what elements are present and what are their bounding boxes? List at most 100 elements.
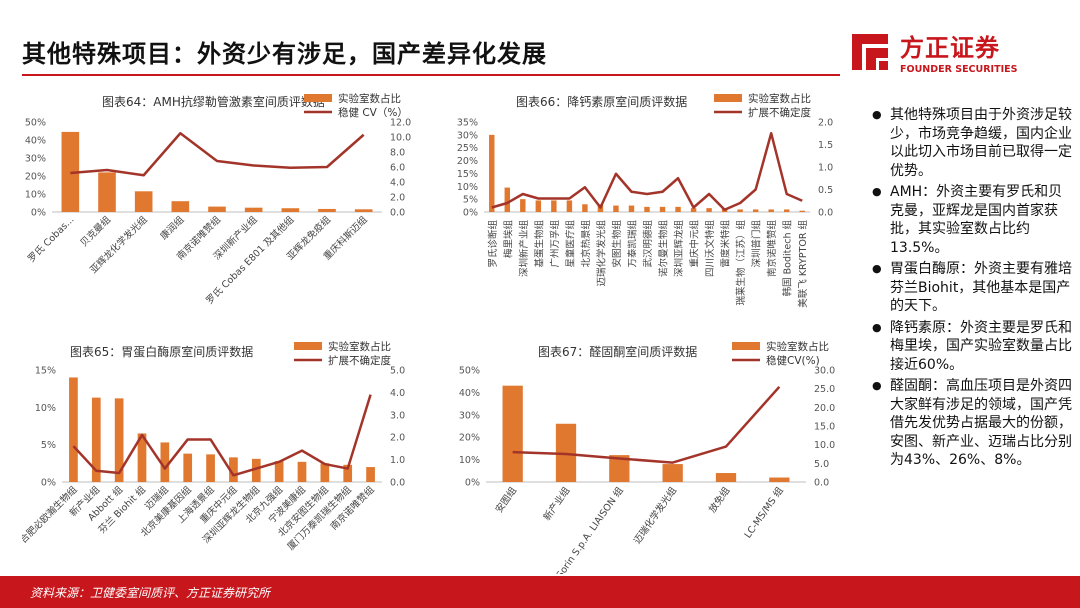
bullet-dot-icon: ● (872, 185, 882, 198)
y2-tick-label: 5.0 (390, 366, 405, 377)
y-tick-label: 5% (463, 195, 478, 206)
bullet-text: 醛固酮：高血压项目是外资四大家鲜有涉足的领域，国产凭借先发优势占据最大的份额，安… (890, 378, 1072, 468)
y2-tick-label: 10.0 (814, 440, 835, 451)
bullet-text: 降钙素原：外资主要是罗氏和梅里埃，国产实验室数量占比接近60%。 (890, 319, 1072, 373)
y-tick-label: 15% (457, 169, 478, 180)
source-note: 资料来源：卫健委室间质评、方正证券研究所 (30, 586, 271, 600)
bar (297, 461, 307, 482)
x-category-label: 诺尔曼生物组 (658, 220, 670, 278)
y-tick-label: 50% (459, 366, 480, 377)
bar (613, 205, 619, 212)
bar (582, 204, 588, 212)
x-category-label: 梅里埃组 (502, 220, 514, 259)
legend-line-label: 稳健 CV（%） (338, 106, 408, 119)
bar (160, 442, 170, 482)
bar (520, 199, 526, 212)
legend-bar-swatch (304, 94, 332, 102)
y2-tick-label: 10.0 (390, 133, 411, 144)
x-category-label: 美联飞 KRYPTOR 组 (797, 220, 809, 308)
x-category-label: 新产业组 (541, 484, 573, 522)
y2-tick-label: 4.0 (390, 388, 405, 399)
x-category-label: 四川沃文特组 (704, 220, 716, 278)
y2-tick-label: 1.5 (818, 140, 833, 151)
series-line (512, 385, 781, 464)
legend-bar-swatch (714, 94, 742, 102)
bar (783, 209, 790, 212)
bullet-text: 胃蛋白酶原：外资主要有雅培芬兰Biohit，其他基本是国产的天下。 (890, 261, 1072, 314)
y2-tick-label: 1.0 (818, 163, 833, 174)
chart-title: 图表66：降钙素原室间质评数据 (516, 94, 687, 109)
y-tick-label: 5% (41, 440, 56, 451)
x-category-label: 康润组 (158, 213, 187, 242)
legend-bar-label: 实验室数占比 (328, 340, 391, 353)
bar (274, 461, 284, 482)
y-tick-label: 20% (25, 172, 46, 183)
bar (229, 457, 238, 482)
bar (628, 205, 635, 212)
footer-bar: 资料来源：卫健委室间质评、方正证券研究所 (0, 576, 1080, 608)
x-category-label: 放免组 (706, 484, 732, 515)
y-tick-label: 0% (465, 478, 480, 489)
bar (208, 206, 226, 212)
bar (91, 397, 101, 482)
legend-bar-label: 实验室数占比 (766, 340, 829, 353)
y-tick-label: 35% (457, 118, 478, 129)
x-category-label: 基蛋生物组 (533, 220, 545, 268)
bar (609, 455, 630, 482)
chart-title: 图表64：AMH抗缪勒管激素室间质评数据 (102, 94, 325, 109)
bar (320, 463, 330, 482)
y2-tick-label: 0.0 (390, 478, 405, 489)
y2-tick-label: 2.0 (390, 433, 405, 444)
logo-chinese-name: 方正证券 (900, 34, 1000, 62)
y2-tick-label: 12.0 (390, 118, 411, 129)
y-tick-label: 0% (41, 478, 56, 489)
bar (244, 207, 263, 212)
x-category-label: 安图组 (493, 484, 519, 515)
x-category-label: 万泰凯瑞组 (626, 220, 638, 268)
y2-tick-label: 0.0 (818, 208, 833, 219)
x-category-label: 瑞莱生物（江苏）组 (735, 220, 747, 306)
bar (768, 209, 774, 212)
x-category-label: 深圳亚辉龙组 (673, 220, 685, 278)
y2-tick-label: 5.0 (814, 459, 829, 470)
bar (551, 200, 557, 212)
bar (502, 385, 523, 482)
bullet-text: AMH：外资主要有罗氏和贝克曼，亚辉龙是国内首家获批，其实验室数占比约13.5%… (890, 184, 1063, 256)
x-category-label: 罗氏 Cobas... (26, 214, 76, 264)
series-line (491, 132, 803, 211)
x-category-label: 韩国 Boditech 组 (782, 220, 794, 297)
y-tick-label: 40% (459, 388, 480, 399)
bar (799, 210, 805, 212)
bullet-item: ● 醛固酮：高血压项目是外资四大家鲜有涉足的领域，国产凭借先发优势占据最大的份额，… (872, 377, 1072, 470)
y2-tick-label: 0.0 (814, 478, 829, 489)
y2-tick-label: 2.0 (390, 193, 405, 204)
bar (281, 208, 300, 212)
bar (659, 206, 666, 212)
founder-logo-mark-icon (852, 34, 888, 70)
legend-bar-swatch (732, 342, 760, 350)
bar (715, 473, 737, 482)
series-line (72, 394, 372, 477)
y-tick-label: 20% (459, 433, 480, 444)
y-tick-label: 30% (459, 410, 480, 421)
y2-tick-label: 1.0 (390, 455, 405, 466)
y-tick-label: 10% (459, 455, 480, 466)
y2-tick-label: 0.5 (818, 185, 833, 196)
title-rule (22, 74, 840, 76)
x-category-label: 迈瑞化学发光组 (631, 484, 679, 546)
chart-title: 图表65：胃蛋白酶原室间质评数据 (70, 344, 253, 359)
bar (354, 209, 373, 212)
x-category-label: 安图生物组 (611, 220, 623, 268)
y-tick-label: 50% (25, 118, 46, 129)
bar (114, 398, 124, 482)
x-category-label: 罗氏诊断组 (487, 220, 499, 268)
summary-bullets: ● 其他特殊项目由于外资涉足较少，市场竞争趋缓，国内企业以此切入市场目前已取得一定… (872, 106, 1072, 473)
y2-tick-label: 2.0 (818, 118, 833, 129)
chart-title: 图表67：醛固酮室间质评数据 (538, 344, 697, 359)
bar (752, 209, 759, 212)
founder-logo: 方正证券 FOUNDER SECURITIES (848, 28, 1048, 80)
bar (206, 454, 215, 482)
